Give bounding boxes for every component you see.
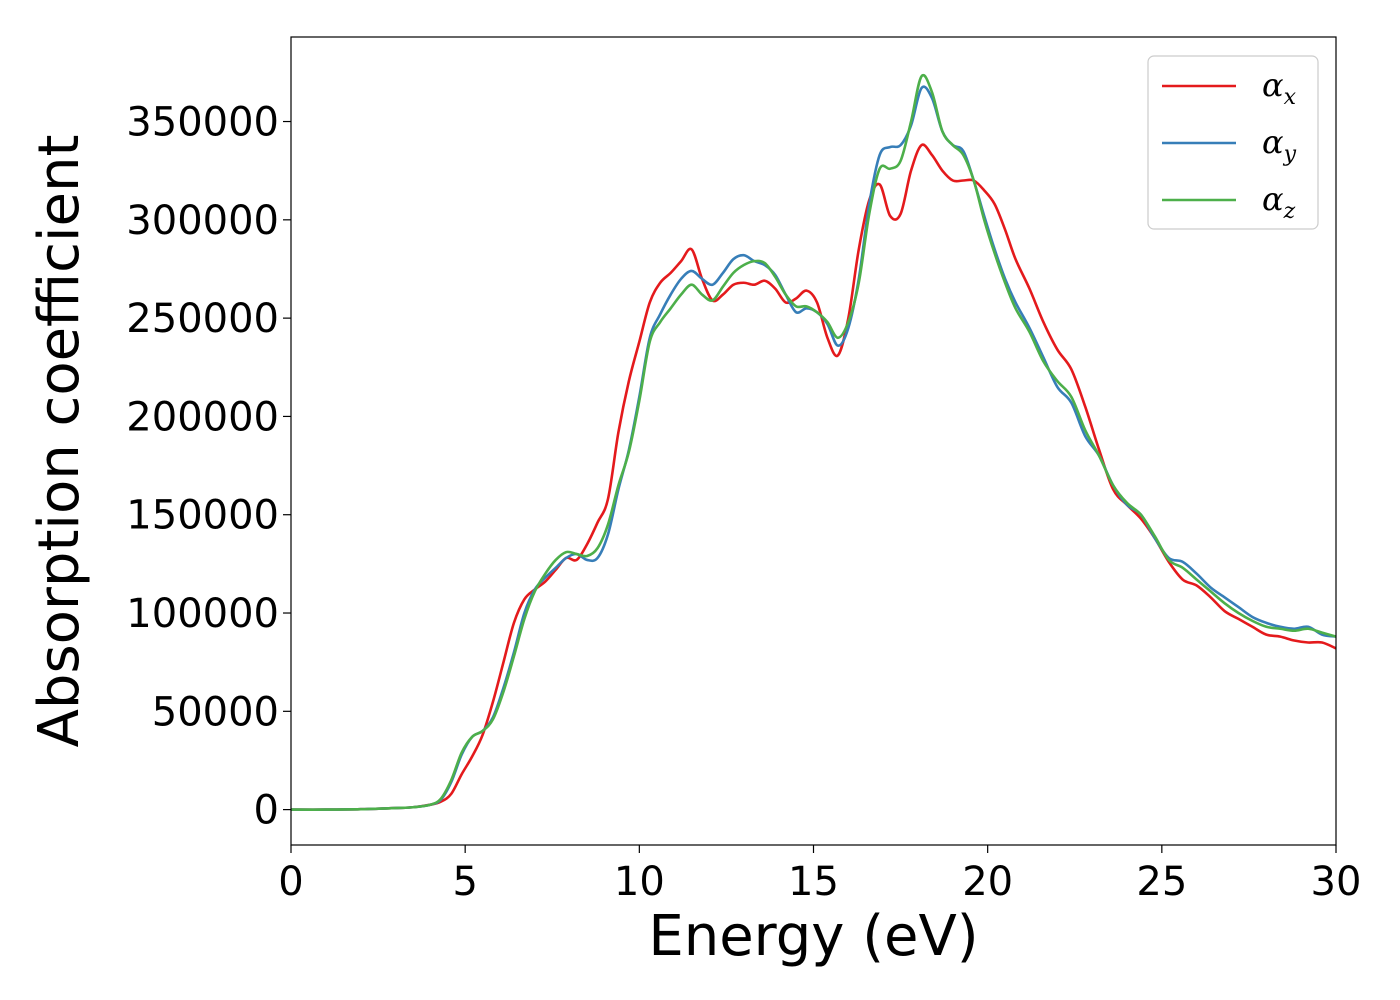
x-axis-ticks: 0 5 10 15 20 25 30 [278,845,1361,905]
y-tick-label: 200000 [126,394,279,440]
x-tick-label: 25 [1136,859,1187,905]
y-tick-label: 250000 [126,296,279,342]
y-axis-ticks: 0 50000 100000 150000 200000 250000 300000 3500… [126,100,291,834]
x-axis-label: Energy (eV) [648,904,978,969]
x-tick-label: 10 [614,859,665,905]
x-tick-label: 5 [452,859,477,905]
series-lines [291,73,1336,811]
y-tick-label: 350000 [126,100,279,146]
x-tick-label: 30 [1311,859,1362,905]
legend-label-y: αy [1262,123,1297,167]
series-line-x [291,143,1336,811]
y-axis-label: Absorption coefficient [27,135,92,748]
legend-label-x: αx [1262,66,1297,110]
x-tick-label: 0 [278,859,303,905]
legend: αx αy αz [1147,55,1319,230]
y-tick-label: 300000 [126,198,279,244]
y-tick-label: 50000 [152,689,279,735]
x-tick-label: 20 [962,859,1013,905]
series-line-z [291,73,1336,811]
legend-label-z: αz [1262,180,1296,224]
x-tick-label: 15 [788,859,839,905]
y-tick-label: 0 [254,788,279,834]
y-tick-label: 100000 [126,591,279,637]
y-tick-label: 150000 [126,493,279,539]
